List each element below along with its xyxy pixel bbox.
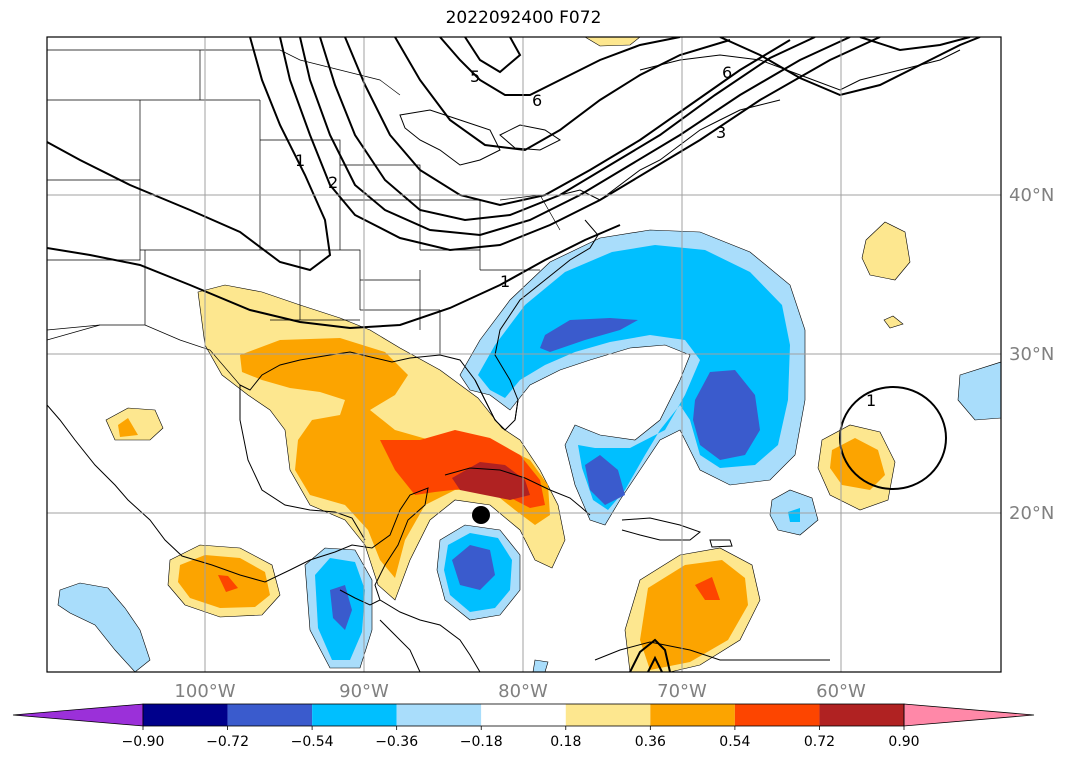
warm-region-caribbean-inner [640, 560, 748, 670]
colorbar-tick-label: −0.90 [122, 734, 165, 750]
cold-region-bahamas-strong [585, 455, 625, 505]
state-borders [47, 49, 561, 386]
storm-center-marker [472, 506, 490, 524]
warm-region-top-edge [584, 37, 641, 47]
contour-label: 1 [500, 272, 510, 291]
contour-label: 1 [295, 151, 305, 170]
warm-region-mexico-core [218, 575, 238, 592]
contour-line [47, 224, 621, 330]
colorbar-swatch [650, 704, 735, 726]
latitude-labels: 40°N 30°N 20°N [1009, 185, 1054, 524]
warm-region-small-patch [883, 315, 904, 329]
cold-region-pacific [57, 582, 151, 672]
contour-label: 6 [722, 63, 732, 82]
contour-closed [839, 386, 947, 490]
colorbar-tick-label: −0.54 [291, 734, 334, 750]
map-title: 2022092400 F072 [445, 8, 602, 28]
colorbar-tick-label: 0.36 [635, 734, 666, 750]
contour-line [279, 37, 881, 252]
lon-label: 80°W [498, 681, 548, 702]
contour-label: 1 [866, 391, 876, 410]
coastline-south-america [594, 641, 830, 661]
coastline-puerto-rico [709, 539, 733, 548]
colorbar-tick-label: −0.72 [206, 734, 249, 750]
colorbar-swatch [312, 704, 397, 726]
contour-line [464, 37, 522, 74]
coastline-florida [474, 379, 519, 431]
colorbar-swatch [565, 704, 651, 726]
anomaly-field [57, 37, 1001, 672]
warm-region-north-atlantic [861, 221, 911, 281]
colorbar: −0.90 −0.72 −0.54 −0.36 −0.18 0.18 0.36 0.54 0.7… [12, 703, 1035, 750]
warm-region-west-gulf-core [118, 418, 138, 437]
lat-label: 20°N [1009, 503, 1054, 524]
colorbar-tick-label: −0.36 [375, 734, 418, 750]
graticule [47, 37, 1001, 672]
contour-label: 3 [716, 123, 726, 142]
colorbar-swatch [227, 704, 313, 726]
colorbar-swatch [143, 704, 228, 726]
warm-region-gulf-peak [452, 462, 530, 500]
cold-region-bottom-edge [532, 659, 549, 672]
contour-label: 5 [470, 67, 480, 86]
colorbar-swatch [819, 704, 904, 726]
colorbar-extend-high [903, 703, 1035, 727]
lat-label: 40°N [1009, 185, 1054, 206]
lon-label: 100°W [174, 681, 235, 702]
lon-label: 70°W [657, 681, 707, 702]
coastline-northeast [559, 99, 781, 201]
colorbar-swatch [734, 704, 820, 726]
lon-label: 60°W [816, 681, 866, 702]
lat-label: 30°N [1009, 344, 1054, 365]
colorbar-tick-label: 0.72 [804, 734, 835, 750]
coastline-hispaniola [621, 517, 702, 541]
colorbar-tick-label: 0.18 [550, 734, 581, 750]
map-frame [46, 36, 1002, 673]
colorbar-swatch [396, 704, 482, 726]
contour-line [319, 37, 816, 222]
coastline-central-america [379, 599, 481, 672]
lon-label: 90°W [339, 681, 389, 702]
cold-region-caribbean-west-core [452, 545, 495, 590]
coastline-great-lakes [399, 109, 561, 166]
colorbar-outline [142, 703, 905, 727]
cold-region-east-edge [957, 361, 1001, 421]
contour-line [439, 37, 681, 96]
contour-line [629, 638, 671, 672]
coastline-mexico-gulf [239, 385, 366, 541]
colorbar-swatch [481, 704, 566, 726]
border-us-mexico [47, 324, 241, 386]
longitude-labels: 100°W 90°W 80°W 70°W 60°W [174, 681, 866, 702]
contour-line [394, 37, 731, 152]
colorbar-tick-label: 0.90 [888, 734, 919, 750]
coastline-cuba [444, 467, 591, 516]
warm-region-caribbean-core [695, 577, 720, 600]
contour-label: 2 [328, 173, 338, 192]
colorbar-tick-label: −0.18 [460, 734, 503, 750]
contour-line [859, 37, 971, 52]
contour-line [299, 37, 851, 237]
coastline-gulf [47, 404, 429, 606]
cold-region-east-caribbean-core [788, 508, 800, 522]
cold-region-central-america-core [330, 585, 352, 630]
contour-label: 6 [532, 91, 542, 110]
border-canada [47, 49, 401, 96]
cold-region-atlantic-strong-east [693, 370, 760, 460]
colorbar-extend-low [12, 703, 144, 727]
colorbar-tick-label: 0.54 [719, 734, 750, 750]
contour-line [719, 37, 981, 97]
warm-region-atlantic-east-inner [830, 438, 885, 490]
cold-region-atlantic-strong-west [540, 318, 638, 352]
contour-line [47, 37, 332, 272]
contour-labels: 5 6 6 1 2 3 1 1 [295, 63, 876, 410]
